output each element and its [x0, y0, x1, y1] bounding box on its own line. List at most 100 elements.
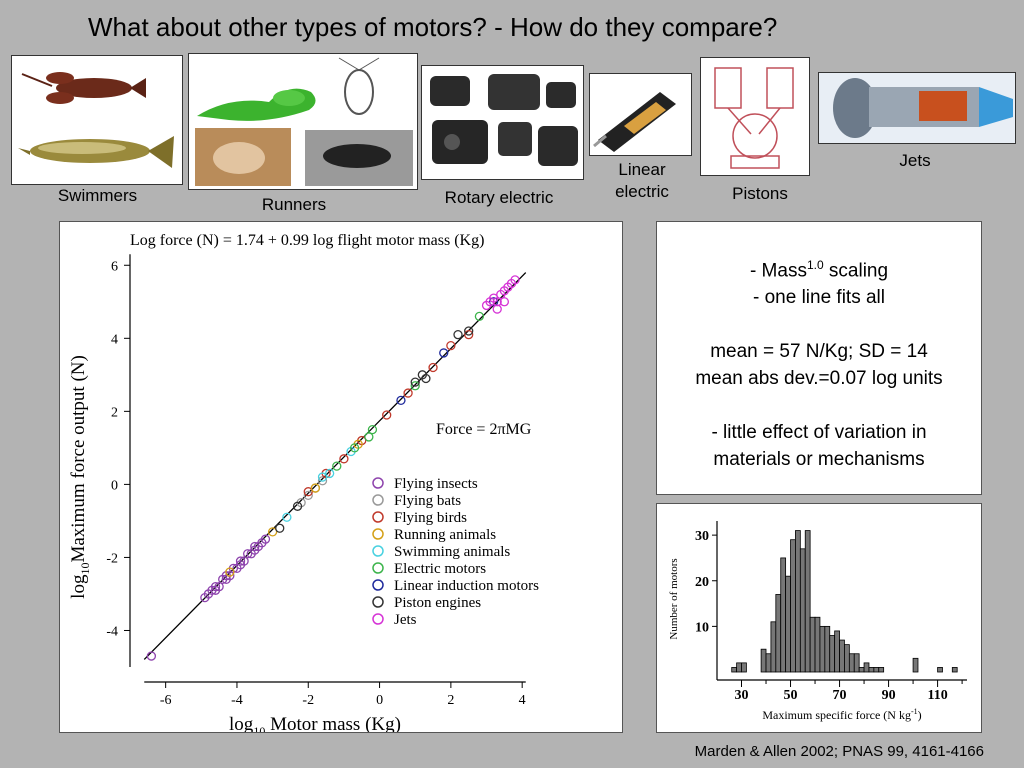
data-point — [235, 556, 246, 566]
x-tick-label: -2 — [302, 693, 314, 708]
iguana-cockroach-mouse-dog-icon — [195, 57, 413, 186]
jet-engine-icon — [819, 73, 1015, 143]
stat-mean-abs-dev: mean abs dev.=0.07 log units — [695, 368, 943, 390]
hist-y-tick-label: 20 — [695, 575, 709, 590]
stat-variation-1: - little effect of variation in — [711, 422, 927, 444]
y-axis-label: log10Maximum force output (N) — [68, 355, 92, 599]
histogram-bar — [780, 557, 787, 673]
histogram-bar — [795, 530, 801, 673]
histogram-bar — [819, 625, 826, 673]
data-point — [317, 476, 328, 486]
x-tick-label: -4 — [231, 693, 243, 708]
x-axis-label: log10 Motor mass (Kg) — [229, 714, 401, 732]
data-point — [260, 534, 271, 544]
data-point — [492, 297, 502, 307]
histogram-bar — [731, 667, 738, 673]
data-point — [303, 490, 313, 500]
linear-motor-icon — [593, 92, 676, 152]
stat-variation-2: materials or mechanisms — [713, 449, 925, 471]
y-tick-label: 6 — [111, 259, 118, 274]
data-point — [214, 582, 224, 592]
histogram-bar — [829, 635, 836, 673]
data-point — [239, 556, 249, 566]
histogram-bar — [839, 639, 845, 673]
histogram-bar — [814, 616, 821, 673]
data-point — [325, 468, 335, 479]
data-point — [339, 454, 349, 464]
linear-label-line1: Linear — [618, 160, 666, 179]
data-point — [275, 523, 285, 533]
histogram: 10 20 30 30 50 70 90 110 Maximum specific force … — [668, 521, 967, 722]
data-point — [428, 362, 438, 373]
hist-x-tick-label: 50 — [784, 688, 798, 703]
electric-motors-icon — [430, 74, 578, 166]
data-point — [310, 483, 321, 493]
histogram-panel: 10 20 30 30 50 70 90 110 Maximum specific force … — [656, 503, 982, 733]
stat-mass-scaling: - Mass1.0 scaling — [749, 258, 889, 282]
histogram-bar — [912, 657, 919, 673]
scatter-plot: Log force (N) = 1.74 + 0.99 log flight m… — [68, 232, 539, 738]
hist-y-tick-label: 10 — [695, 620, 709, 635]
legend-label: Flying insects — [394, 476, 478, 492]
legend-marker — [372, 545, 384, 557]
data-point — [453, 330, 463, 340]
data-point — [210, 582, 221, 592]
data-point — [510, 275, 520, 285]
jets-label: Jets — [899, 151, 931, 170]
data-point — [364, 432, 374, 442]
data-point — [492, 304, 502, 314]
legend-marker — [372, 613, 384, 625]
data-point — [396, 395, 406, 406]
data-point — [292, 501, 303, 511]
histogram-bar — [848, 653, 855, 673]
data-point — [464, 326, 474, 336]
histogram-bar — [873, 667, 880, 673]
rotary-electric-label: Rotary electric — [444, 188, 554, 207]
hist-x-tick-label: 70 — [833, 688, 847, 703]
histogram-bar — [937, 667, 943, 673]
histogram-bar — [858, 667, 865, 673]
histogram-bar — [863, 662, 870, 673]
runners-image — [188, 53, 418, 190]
swimmers-label: Swimmers — [57, 186, 138, 205]
legend-label: Flying birds — [394, 510, 467, 526]
histogram-bar — [741, 662, 747, 673]
histogram-bar — [844, 644, 850, 673]
hist-x-tick-label: 30 — [735, 688, 749, 703]
histogram-bar — [834, 630, 840, 673]
legend-label: Running animals — [394, 527, 496, 543]
pistons-label: Pistons — [732, 184, 788, 203]
histogram-bar — [790, 539, 796, 673]
x-tick-label: 2 — [447, 693, 454, 708]
data-point — [332, 461, 342, 471]
data-point — [489, 297, 499, 307]
data-point — [474, 311, 485, 322]
jets-image — [818, 72, 1016, 144]
data-point — [499, 297, 509, 307]
data-point — [403, 388, 413, 398]
force-annotation: Force = 2πMG — [436, 421, 532, 438]
data-point — [367, 424, 378, 435]
hist-y-tick-label: 30 — [695, 529, 709, 544]
data-point — [282, 512, 292, 522]
histogram-bar — [804, 530, 811, 673]
stat-one-line: - one line fits all — [752, 287, 885, 309]
crayfish-and-pike-icon — [18, 72, 174, 168]
pistons-image — [700, 57, 810, 176]
data-point — [382, 410, 392, 420]
x-tick-label: -6 — [160, 693, 172, 708]
histogram-bar — [770, 621, 777, 673]
data-point — [464, 330, 474, 340]
histogram-bar — [765, 653, 772, 673]
histogram-bar — [868, 667, 875, 673]
data-point — [439, 348, 449, 358]
linear-electric-label: Linear electric — [600, 159, 684, 203]
legend-label: Electric motors — [394, 561, 486, 577]
legend-label: Flying bats — [394, 493, 461, 509]
data-point — [146, 651, 157, 661]
histogram-bar — [775, 594, 782, 673]
y-tick-label: 0 — [111, 478, 118, 493]
histogram-bar — [809, 616, 816, 673]
swimmers-image — [11, 55, 183, 185]
histogram-bar — [853, 653, 860, 673]
